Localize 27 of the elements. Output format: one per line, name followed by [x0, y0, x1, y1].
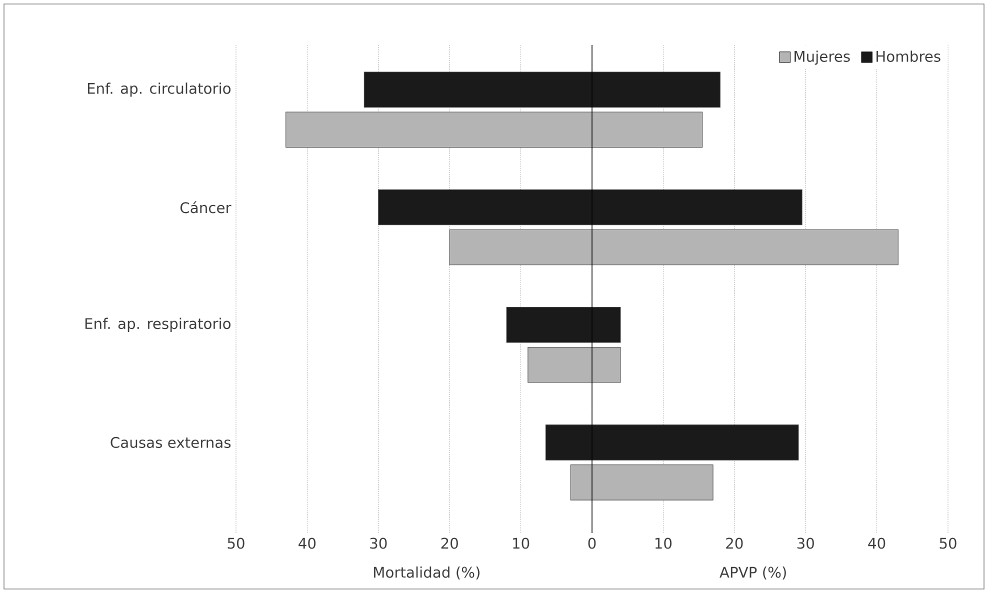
bar: [570, 464, 714, 500]
bar: [545, 424, 799, 460]
y-tick-label: Enf. ap. circulatorio: [88, 82, 231, 97]
x-axis-title: Mortalidad (%): [374, 566, 480, 580]
legend-label: Mujeres: [794, 50, 850, 65]
y-tick-label: Enf. ap. respiratorio: [85, 318, 231, 332]
x-tick-label: 40: [868, 538, 886, 549]
bar: [378, 189, 802, 226]
x-tick-label: 30: [797, 538, 814, 549]
y-tick-label: Causas externas: [110, 436, 231, 448]
x-tick-label: 30: [370, 538, 387, 549]
x-tick-label: 10: [655, 538, 672, 549]
x-tick-label: 50: [228, 538, 244, 549]
bar: [364, 72, 720, 108]
bar: [528, 346, 621, 383]
x-tick-label: 40: [298, 538, 316, 549]
bar: [506, 306, 621, 343]
x-tick-label: 10: [513, 538, 530, 549]
x-tick-label: 0: [588, 538, 596, 549]
bar: [449, 229, 898, 266]
x-tick-label: 20: [441, 538, 458, 549]
x-tick-label: 20: [726, 538, 743, 549]
legend-label: Hombres: [876, 50, 940, 62]
y-tick-label: Cáncer: [180, 201, 232, 214]
text: APVP (%): [720, 566, 786, 580]
bar: [286, 112, 703, 148]
x-tick-label: 50: [940, 538, 956, 549]
